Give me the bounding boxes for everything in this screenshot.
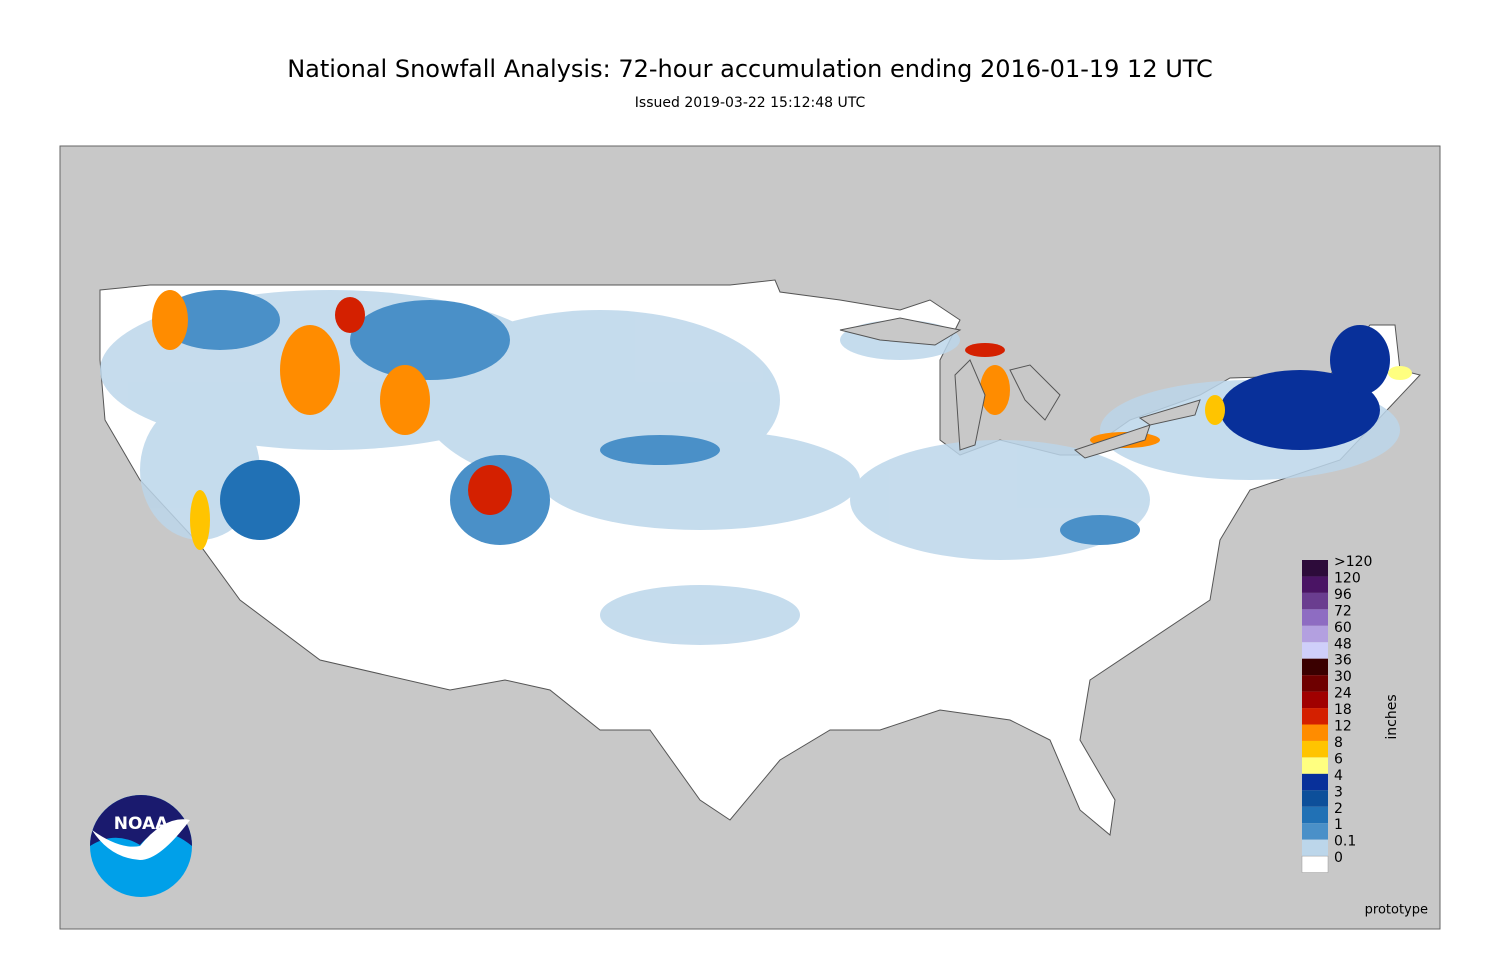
legend-label: 96 [1334, 587, 1352, 603]
legend-swatch [1302, 658, 1328, 676]
legend-label: 48 [1334, 636, 1352, 652]
legend-label: 12 [1334, 719, 1352, 735]
legend-label: 2 [1334, 801, 1343, 817]
legend-label: 0 [1334, 850, 1343, 866]
legend-swatch [1302, 642, 1328, 659]
legend-swatch [1302, 806, 1328, 824]
noaa-logo: NOAA [90, 795, 192, 897]
legend-swatch [1302, 773, 1328, 791]
legend-swatch [1302, 823, 1328, 840]
legend-swatch [1302, 609, 1328, 626]
title: National Snowfall Analysis: 72-hour accu… [287, 55, 1213, 83]
legend-label: 36 [1334, 653, 1352, 669]
legend-label: 6 [1334, 751, 1343, 767]
legend-label: 120 [1334, 570, 1361, 586]
legend-label: 3 [1334, 784, 1343, 800]
legend-label: 0.1 [1334, 834, 1356, 850]
logo-text: NOAA [114, 814, 169, 834]
great-lakes [839, 317, 1201, 459]
legend-label: 4 [1334, 768, 1343, 784]
footer-note: prototype [1365, 903, 1428, 918]
legend-swatch [1302, 560, 1328, 577]
legend-label: 60 [1334, 620, 1352, 636]
subtitle: Issued 2019-03-22 15:12:48 UTC [635, 95, 866, 111]
legend-label: >120 [1334, 554, 1372, 570]
legend-swatch [1302, 691, 1328, 709]
legend-swatch [1302, 757, 1328, 774]
legend-label: 18 [1334, 702, 1352, 718]
legend-swatch [1302, 839, 1328, 857]
legend-swatch [1302, 724, 1328, 741]
legend-swatch [1302, 740, 1328, 758]
legend-swatch [1302, 625, 1328, 643]
legend-label: 30 [1334, 669, 1352, 685]
legend-unit: inches [1384, 694, 1400, 739]
map-area [59, 145, 1441, 930]
legend-label: 72 [1334, 603, 1352, 619]
legend-swatch [1302, 675, 1328, 692]
legend-swatch [1301, 855, 1329, 873]
legend-label: 1 [1334, 817, 1343, 833]
legend-label: 8 [1334, 735, 1343, 751]
legend-swatch [1302, 592, 1328, 610]
legend-swatch [1302, 790, 1328, 807]
legend-swatch [1302, 576, 1328, 593]
snow-heavy [152, 290, 1412, 550]
legend-label: 24 [1334, 686, 1352, 702]
legend-swatch [1302, 708, 1328, 725]
